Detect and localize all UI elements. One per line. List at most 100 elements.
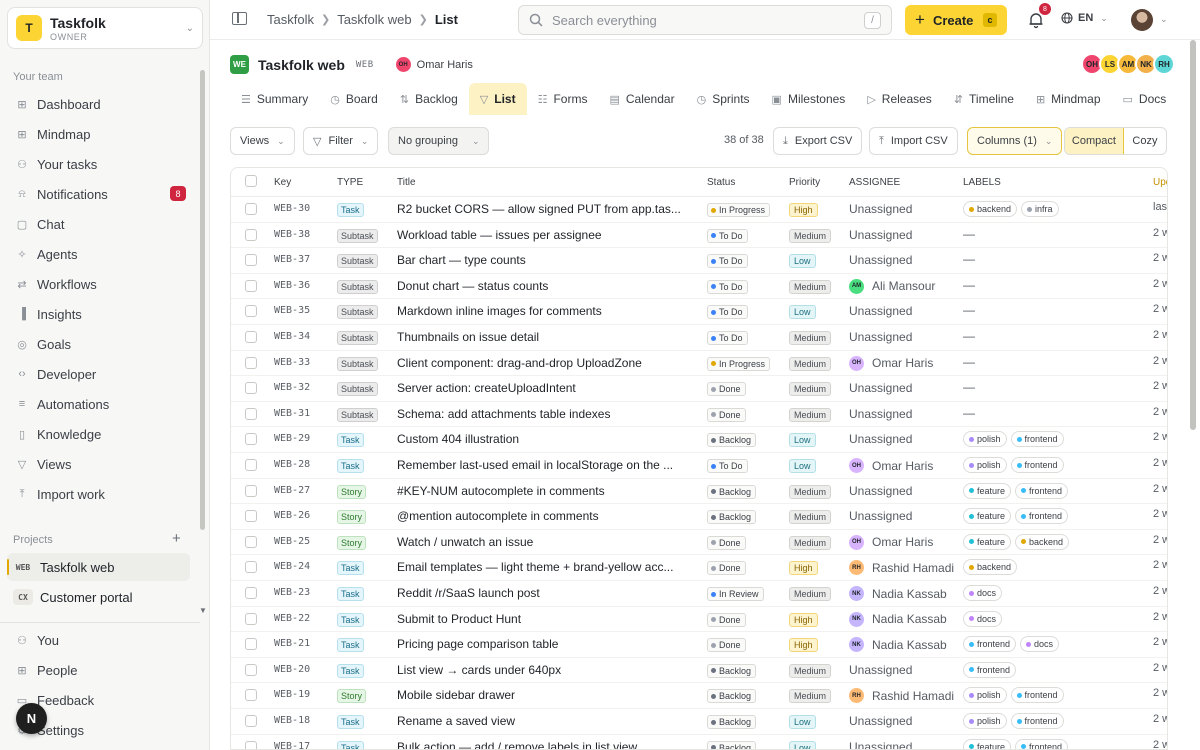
sidebar-item-agents[interactable]: ✧ Agents [7, 240, 192, 268]
priority-badge[interactable]: High [789, 638, 818, 653]
issue-key[interactable]: WEB-21 [274, 638, 311, 650]
issue-key[interactable]: WEB-32 [274, 382, 311, 394]
issue-title[interactable]: @mention autocomplete in comments [397, 509, 599, 524]
priority-badge[interactable]: Medium [789, 689, 832, 704]
sidebar-item-notifications[interactable]: ⍾ Notifications 8 [7, 180, 192, 208]
issue-key[interactable]: WEB-30 [274, 203, 311, 214]
sidebar-scrollbar[interactable] [200, 70, 205, 530]
label-chip[interactable]: frontend [1015, 508, 1069, 525]
row-checkbox[interactable] [245, 715, 257, 727]
row-checkbox[interactable] [245, 535, 257, 548]
tab-board[interactable]: ◷ Board [319, 83, 389, 115]
issue-title[interactable]: Watch / unwatch an issue [397, 534, 534, 549]
issue-title[interactable]: List view → cards under 640px [397, 662, 562, 677]
priority-badge[interactable]: Low [789, 740, 816, 749]
scroll-down-icon[interactable]: ▼ [199, 606, 207, 615]
table-row[interactable]: WEB-30 Task R2 bucket CORS — allow signed … [231, 197, 1167, 223]
status-badge[interactable]: Backlog [707, 663, 757, 678]
assistant-button[interactable]: N [16, 703, 47, 734]
chevron-down-icon[interactable]: ⌄ [1160, 14, 1168, 24]
issue-title[interactable]: Custom 404 illustration [397, 432, 520, 447]
priority-badge[interactable]: Low [789, 433, 816, 448]
row-checkbox[interactable] [245, 510, 257, 523]
priority-badge[interactable]: Medium [789, 356, 832, 371]
table-row[interactable]: WEB-34 Subtask Thumbnails on issue detail T… [231, 325, 1167, 351]
issue-key[interactable]: WEB-33 [274, 356, 311, 368]
row-checkbox[interactable] [245, 203, 257, 215]
label-chip[interactable]: frontend [1010, 457, 1064, 473]
issue-title[interactable]: Bulk action — add / remove labels in lis… [397, 739, 638, 750]
status-badge[interactable]: In Progress [707, 356, 771, 371]
tab-timeline[interactable]: ⇵ Timeline [943, 83, 1025, 115]
col-status[interactable]: Status [707, 177, 736, 188]
tab-summary[interactable]: ☰ Summary [230, 83, 319, 115]
issue-title[interactable]: Donut chart — status counts [397, 278, 549, 293]
user-avatar[interactable] [1131, 9, 1153, 31]
tab-releases[interactable]: ▷ Releases [856, 83, 943, 115]
tab-forms[interactable]: ☷ Forms [527, 83, 599, 115]
views-button[interactable]: Views ⌄ [230, 127, 295, 155]
table-row[interactable]: WEB-35 Subtask Markdown inline images for … [231, 299, 1167, 325]
label-chip[interactable]: polish [963, 687, 1007, 704]
cozy-option[interactable]: Cozy [1132, 135, 1158, 147]
status-badge[interactable]: Backlog [707, 689, 757, 704]
issue-title[interactable]: Pricing page comparison table [397, 637, 559, 652]
issue-key[interactable]: WEB-17 [274, 740, 311, 750]
table-row[interactable]: WEB-25 Story Watch / unwatch an issue Done M… [231, 530, 1167, 556]
tab-mindmap[interactable]: ⊞ Mindmap [1025, 83, 1112, 115]
row-checkbox[interactable] [245, 561, 257, 574]
sidebar-item-workflows[interactable]: ⇄ Workflows [7, 270, 192, 298]
issue-title[interactable]: Bar chart — type counts [397, 253, 526, 268]
label-chip[interactable]: feature [963, 482, 1012, 499]
assignee[interactable]: Unassigned [849, 381, 912, 395]
row-checkbox[interactable] [245, 638, 257, 651]
assignee[interactable]: Unassigned [849, 509, 912, 523]
row-checkbox[interactable] [245, 305, 257, 318]
priority-badge[interactable]: Medium [789, 382, 832, 397]
row-checkbox[interactable] [245, 407, 257, 420]
status-badge[interactable]: To Do [707, 331, 748, 345]
status-badge[interactable]: To Do [707, 305, 748, 320]
sidebar-item-people[interactable]: ⊞ People [7, 656, 192, 684]
assignee[interactable]: Unassigned [849, 228, 912, 242]
status-badge[interactable]: To Do [707, 254, 748, 269]
priority-badge[interactable]: Medium [789, 228, 832, 243]
filter-button[interactable]: ▽ Filter ⌄ [303, 127, 379, 155]
table-row[interactable]: WEB-26 Story @mention autocomplete in comm… [231, 504, 1167, 530]
table-row[interactable]: WEB-19 Story Mobile sidebar drawer Backlog M… [231, 683, 1167, 709]
status-badge[interactable]: Backlog [707, 484, 757, 499]
language-selector[interactable]: EN ⌄ [1061, 12, 1108, 24]
assignee[interactable]: RH Rashid Hamadi [849, 560, 954, 576]
row-checkbox[interactable] [245, 331, 257, 343]
priority-badge[interactable]: Low [789, 254, 816, 269]
col-title[interactable]: Title [397, 177, 416, 188]
row-checkbox[interactable] [245, 459, 257, 471]
sidebar-item-feedback[interactable]: ▭ Feedback [7, 686, 192, 714]
col-updated[interactable]: Upd [1153, 177, 1167, 188]
assignee[interactable]: Unassigned [849, 714, 912, 728]
issue-title[interactable]: Remember last-used email in localStorage… [397, 458, 674, 472]
table-row[interactable]: WEB-20 Task List view → cards under 640px B… [231, 658, 1167, 684]
priority-badge[interactable]: Medium [789, 663, 832, 678]
row-checkbox[interactable] [245, 484, 257, 497]
sidebar-item-chat[interactable]: ▢ Chat [7, 210, 192, 238]
issue-key[interactable]: WEB-28 [274, 459, 311, 470]
row-checkbox[interactable] [245, 382, 257, 395]
assignee[interactable]: RH Rashid Hamadi [849, 688, 954, 704]
col-priority[interactable]: Priority [789, 177, 821, 188]
assignee[interactable]: NK Nadia Kassab [849, 637, 947, 653]
label-chip[interactable]: frontend [1010, 431, 1064, 448]
row-checkbox[interactable] [245, 740, 257, 749]
row-checkbox[interactable] [245, 228, 257, 241]
sidebar-item-your-tasks[interactable]: ⚇ Your tasks [7, 150, 192, 178]
label-chip[interactable]: frontend [1015, 738, 1069, 749]
sidebar-item-automations[interactable]: ≡ Automations [7, 390, 192, 418]
priority-badge[interactable]: High [789, 612, 818, 627]
sidebar-item-import-work[interactable]: ⤒ Import work [7, 480, 192, 508]
row-checkbox[interactable] [245, 356, 257, 369]
table-row[interactable]: WEB-22 Task Submit to Product Hunt Done High… [231, 607, 1167, 633]
sidebar-item-dashboard[interactable]: ⊞ Dashboard [7, 90, 192, 118]
label-chip[interactable]: feature [963, 533, 1012, 550]
status-badge[interactable]: Done [707, 407, 746, 422]
issue-title[interactable]: Client component: drag-and-drop UploadZo… [397, 355, 642, 370]
